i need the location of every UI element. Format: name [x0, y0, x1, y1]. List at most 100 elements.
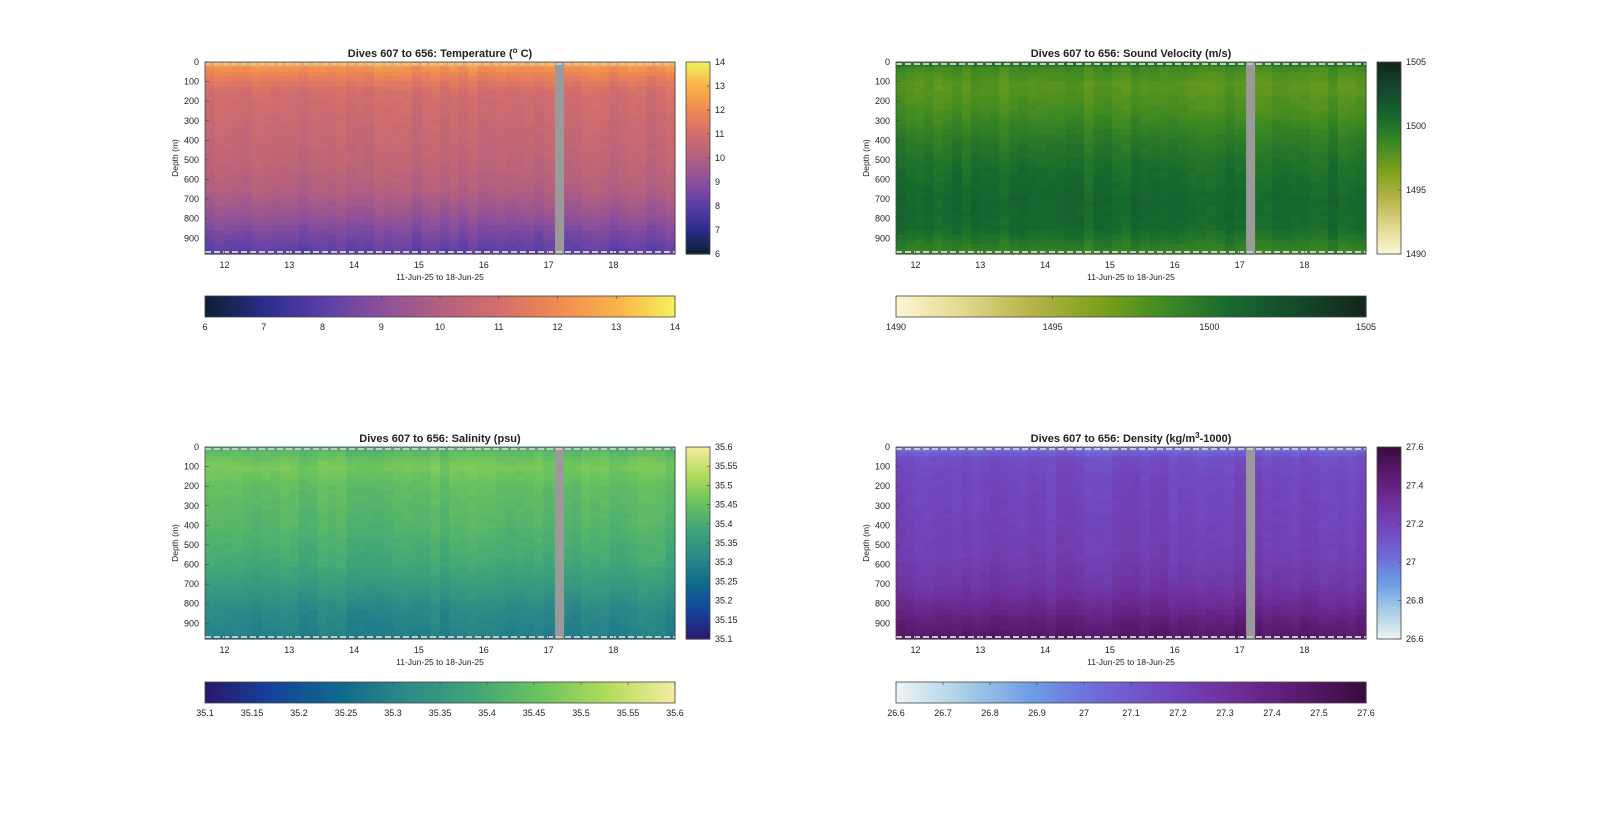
heatmap-cell	[280, 129, 290, 134]
heatmap-cell	[990, 225, 1000, 230]
heatmap-cell	[1328, 216, 1338, 221]
heatmap-cell	[214, 172, 224, 177]
heatmap-cell	[1028, 120, 1038, 125]
heatmap-cell	[337, 235, 347, 240]
heatmap-cell	[1009, 76, 1019, 81]
heatmap-cell	[290, 230, 300, 235]
heatmap-cell	[440, 115, 450, 120]
heatmap-cell	[393, 153, 403, 158]
colorbar-swatch	[420, 296, 425, 317]
heatmap-cell	[609, 86, 619, 91]
heatmap-cell	[290, 235, 300, 240]
heatmap-cell	[934, 139, 944, 144]
heatmap-cell	[1103, 206, 1113, 211]
heatmap-cell	[1197, 100, 1207, 105]
heatmap-cell	[252, 557, 262, 562]
heatmap-cell	[896, 158, 906, 163]
heatmap-cell	[261, 139, 271, 144]
colorbar-swatch	[1006, 296, 1011, 317]
heatmap-cell	[600, 172, 610, 177]
heatmap-cell	[628, 244, 638, 249]
heatmap-cell	[1216, 196, 1226, 201]
colorbar-swatch	[1084, 296, 1089, 317]
heatmap-cell	[431, 196, 441, 201]
heatmap-cell	[478, 220, 488, 225]
heatmap-cell	[543, 134, 553, 139]
heatmap-cell	[628, 196, 638, 201]
colorbar-swatch	[279, 296, 284, 317]
heatmap-cell	[1159, 67, 1169, 72]
heatmap-cell	[1234, 129, 1244, 134]
heatmap-cell	[506, 100, 516, 105]
heatmap-cell	[261, 500, 271, 505]
heatmap-cell	[261, 615, 271, 620]
heatmap-cell	[1234, 139, 1244, 144]
heatmap-cell	[308, 610, 318, 615]
heatmap-cell	[1075, 115, 1085, 120]
heatmap-cell	[318, 235, 328, 240]
heatmap-cell	[1018, 244, 1028, 249]
heatmap-cell	[459, 91, 469, 96]
heatmap-cell	[421, 153, 431, 158]
heatmap-cell	[1103, 192, 1113, 197]
heatmap-cell	[440, 100, 450, 105]
heatmap-cell	[1009, 158, 1019, 163]
heatmap-cell	[1263, 129, 1273, 134]
heatmap-cell	[1065, 187, 1075, 192]
heatmap-cell	[1093, 124, 1103, 129]
heatmap-cell	[318, 100, 328, 105]
heatmap-cell	[280, 514, 290, 519]
heatmap-cell	[1178, 148, 1188, 153]
heatmap-cell	[421, 211, 431, 216]
heatmap-cell	[943, 216, 953, 221]
heatmap-cell	[534, 216, 544, 221]
heatmap-cell	[374, 110, 384, 115]
heatmap-cell	[609, 81, 619, 86]
heatmap-cell	[534, 76, 544, 81]
heatmap-cell	[934, 182, 944, 187]
heatmap-cell	[402, 91, 412, 96]
heatmap-cell	[1093, 134, 1103, 139]
heatmap-cell	[1150, 163, 1160, 168]
heatmap-cell	[934, 206, 944, 211]
heatmap-cell	[896, 163, 906, 168]
heatmap-cell	[280, 206, 290, 211]
heatmap-cell	[459, 230, 469, 235]
heatmap-cell	[243, 562, 253, 567]
heatmap-cell	[290, 129, 300, 134]
heatmap-cell	[1131, 144, 1141, 149]
colorbar-swatch	[256, 296, 261, 317]
heatmap-cell	[896, 67, 906, 72]
colorbar-swatch	[319, 296, 324, 317]
heatmap-cell	[1187, 96, 1197, 101]
heatmap-cell	[1112, 153, 1122, 158]
heatmap-cell	[496, 172, 506, 177]
heatmap-cell	[205, 163, 215, 168]
heatmap-cell	[543, 240, 553, 245]
colorbar-swatch	[526, 296, 531, 317]
heatmap-cell	[318, 148, 328, 153]
heatmap-cell	[252, 586, 262, 591]
heatmap-cell	[233, 244, 243, 249]
heatmap-cell	[637, 220, 647, 225]
heatmap-cell	[496, 139, 506, 144]
heatmap-cell	[1140, 148, 1150, 153]
heatmap-cell	[581, 115, 591, 120]
heatmap-cell	[1178, 196, 1188, 201]
heatmap-cell	[506, 240, 516, 245]
heatmap-cell	[487, 182, 497, 187]
colorbar-swatch	[963, 296, 968, 317]
heatmap-cell	[412, 187, 422, 192]
heatmap-cell	[252, 76, 262, 81]
heatmap-cell	[581, 187, 591, 192]
chart-panel-1: Dives 607 to 656: Temperature (o C)01002…	[170, 46, 725, 333]
heatmap-cell	[915, 230, 925, 235]
heatmap-cell	[487, 158, 497, 163]
heatmap-cell	[962, 144, 972, 149]
heatmap-cell	[261, 148, 271, 153]
heatmap-cell	[421, 67, 431, 72]
heatmap-cell	[459, 240, 469, 245]
heatmap-cell	[233, 577, 243, 582]
heatmap-cell	[261, 206, 271, 211]
heatmap-cell	[525, 110, 535, 115]
